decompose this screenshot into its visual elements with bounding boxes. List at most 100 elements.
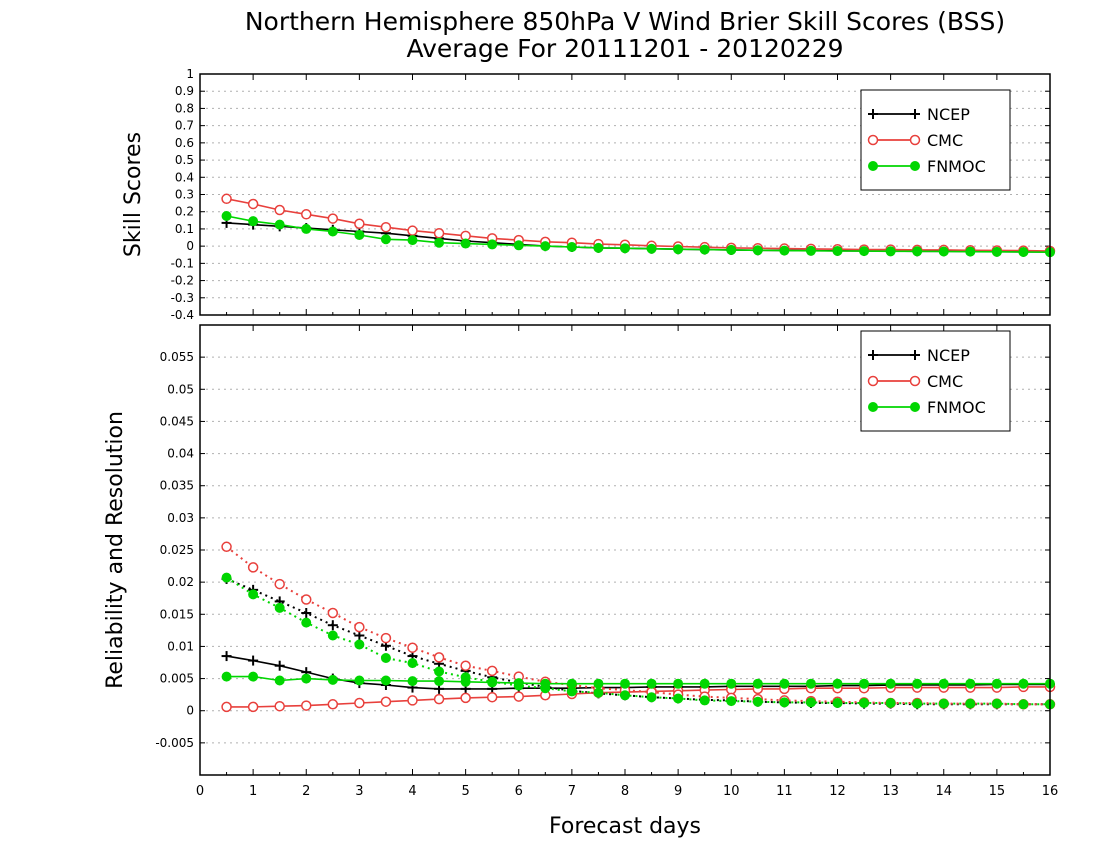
data-point-fnmoc-solid — [885, 678, 896, 689]
data-point-fnmoc-solid — [805, 678, 816, 689]
data-point-cmc-dotted — [247, 562, 259, 573]
data-point-fnmoc-dotted — [832, 698, 843, 708]
data-point-fnmoc-solid — [991, 678, 1002, 689]
data-point-fnmoc-solid — [407, 676, 418, 687]
data-point-cmc-solid — [301, 209, 312, 220]
data-point-fnmoc-dotted — [380, 653, 391, 663]
y-tick-label: -0.4 — [171, 308, 194, 322]
data-point-fnmoc-solid — [885, 246, 896, 257]
data-point-fnmoc-solid — [593, 678, 604, 689]
plot-frame — [199, 73, 1051, 316]
data-point-ncep-solid — [221, 651, 232, 662]
data-point-fnmoc-solid — [274, 219, 285, 230]
skill-score-panel: -0.4 -0.3 -0.2 -0.1 0 0.1 0.2 0.3 0.4 0.5 0.6 0.7 0.… — [121, 67, 1056, 322]
data-point-fnmoc-solid — [434, 237, 445, 248]
y-tick-label: 0.8 — [175, 101, 194, 115]
data-point-fnmoc-solid — [646, 678, 657, 689]
y-tick-label: 0.03 — [167, 511, 194, 525]
legend-marker-left — [868, 161, 878, 171]
y-tick-label: 1 — [186, 67, 194, 81]
data-point-fnmoc-solid — [779, 245, 790, 256]
data-point-cmc-solid — [380, 221, 392, 233]
data-point-ncep-solid — [248, 655, 259, 666]
data-point-cmc-solid — [433, 227, 445, 239]
data-point-cmc-solid — [274, 204, 285, 216]
data-point-fnmoc-dotted — [274, 602, 285, 613]
data-point-fnmoc-dotted — [885, 698, 896, 708]
x-tick-label: 9 — [674, 784, 682, 799]
data-point-fnmoc-dotted — [699, 695, 710, 706]
data-point-fnmoc-solid — [354, 675, 365, 686]
legend: NCEP CMC FNMOC — [860, 89, 1011, 191]
legend-marker-right — [910, 402, 920, 412]
data-point-ncep-dotted — [301, 608, 312, 618]
data-point-fnmoc-dotted — [646, 692, 657, 703]
data-point-fnmoc-solid — [726, 678, 737, 689]
data-point-fnmoc-dotted — [726, 696, 737, 707]
data-point-cmc-solid — [327, 699, 339, 710]
data-point-fnmoc-solid — [354, 229, 365, 240]
x-tick-label: 14 — [935, 784, 952, 799]
y-tick-label: 0.1 — [175, 222, 194, 236]
y-tick-label: 0.015 — [160, 607, 194, 621]
legend-marker-right — [910, 350, 920, 360]
y-tick-label: 0.3 — [175, 188, 194, 202]
data-point-fnmoc-solid — [832, 678, 843, 689]
x-tick-label: 4 — [408, 784, 416, 799]
legend-marker-left — [867, 375, 879, 387]
data-point-fnmoc-dotted — [248, 589, 259, 600]
data-point-fnmoc-solid — [380, 234, 391, 245]
data-point-cmc-dotted — [407, 642, 418, 653]
x-tick-label: 2 — [302, 784, 310, 799]
data-point-cmc-solid — [407, 695, 418, 706]
data-point-cmc-solid — [301, 700, 312, 711]
data-point-fnmoc-dotted — [805, 697, 816, 708]
data-point-fnmoc-solid — [380, 675, 391, 686]
y-tick-label: -0.3 — [171, 291, 194, 305]
data-point-cmc-solid — [221, 701, 232, 713]
x-tick-label: 11 — [776, 784, 793, 799]
data-point-cmc-solid — [486, 691, 498, 703]
data-point-fnmoc-dotted — [434, 666, 445, 677]
data-point-fnmoc-solid — [912, 246, 923, 257]
data-point-fnmoc-solid — [620, 243, 630, 254]
data-point-fnmoc-solid — [726, 244, 737, 255]
chart-title-line1: Northern Hemisphere 850hPa V Wind Brier … — [245, 7, 1005, 36]
x-tick-label: 15 — [989, 784, 1006, 799]
data-point-cmc-dotted — [486, 665, 498, 677]
data-point-fnmoc-solid — [752, 678, 763, 689]
y-tick-label: -0.2 — [171, 274, 194, 288]
data-point-fnmoc-dotted — [327, 630, 338, 641]
series-line-fnmoc-solid — [226, 675, 1050, 685]
data-point-fnmoc-dotted — [620, 690, 630, 701]
data-point-fnmoc-solid — [965, 678, 976, 689]
x-tick-label: 5 — [461, 784, 469, 799]
y-tick-label: -0.1 — [171, 256, 194, 270]
data-point-cmc-solid — [433, 693, 445, 705]
data-point-fnmoc-solid — [859, 678, 870, 689]
y-tick-label: -0.005 — [155, 736, 194, 750]
data-point-fnmoc-solid — [938, 678, 949, 689]
data-point-fnmoc-dotted — [1018, 699, 1029, 710]
data-point-fnmoc-solid — [673, 244, 684, 255]
legend-label-fnmoc: FNMOC — [927, 398, 986, 417]
y-tick-label: 0 — [186, 239, 194, 253]
data-point-fnmoc-solid — [221, 671, 232, 682]
data-point-fnmoc-solid — [434, 676, 445, 687]
data-point-fnmoc-dotted — [593, 687, 604, 698]
data-point-cmc-dotted — [460, 660, 471, 671]
data-point-cmc-solid — [460, 692, 471, 704]
data-point-cmc-solid — [513, 691, 524, 702]
data-point-fnmoc-solid — [513, 240, 524, 251]
data-point-fnmoc-solid — [699, 244, 710, 255]
x-axis-label: Forecast days — [549, 814, 701, 839]
data-point-fnmoc-dotted — [354, 639, 365, 650]
x-tick-label: 1 — [249, 784, 257, 799]
y-axis-label: Reliability and Resolution — [103, 411, 128, 689]
legend-marker-right — [909, 134, 921, 146]
data-point-fnmoc-solid — [646, 243, 657, 254]
x-tick-label: 0 — [196, 784, 204, 799]
data-point-fnmoc-dotted — [407, 658, 418, 669]
x-tick-label: 10 — [723, 784, 740, 799]
